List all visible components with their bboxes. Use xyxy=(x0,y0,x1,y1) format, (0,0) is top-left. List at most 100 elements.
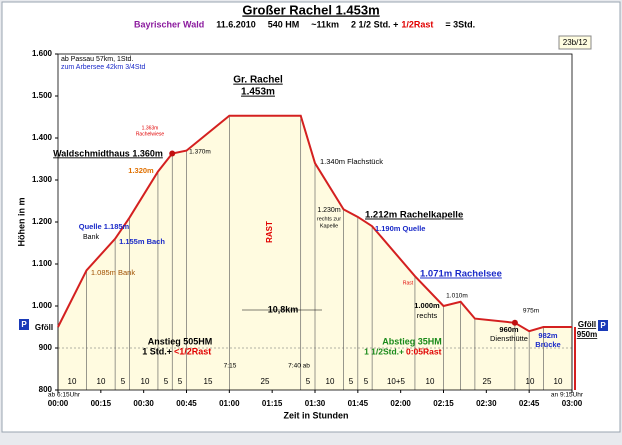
x-tick-label: 01:45 xyxy=(348,399,369,408)
badge: 23b/12 xyxy=(563,38,588,47)
annotation: P xyxy=(21,320,27,329)
annotation: 1 1/2Std.+ xyxy=(364,346,404,356)
annotation: 10,8km xyxy=(268,304,299,314)
info-line: zum Arbersee 42km 3/4Std xyxy=(61,64,146,71)
info-line: ab Passau 57km, 1Std. xyxy=(61,56,133,63)
annotation: 1.320m xyxy=(128,166,154,175)
parking-box xyxy=(19,319,29,330)
x-tick-label: 00:15 xyxy=(91,399,112,408)
subtitle-part: = 3Std. xyxy=(445,19,475,29)
x-tick-label: 00:00 xyxy=(48,399,69,408)
annotation: Waldschmidthaus 1.360m xyxy=(53,148,163,158)
annotation: Gr. Rachel xyxy=(233,75,283,86)
annotation: Gföll xyxy=(35,323,53,332)
x-tick-label: 01:15 xyxy=(262,399,283,408)
subtitle-part: ~11km xyxy=(311,19,339,29)
annotation: Rachelwiese xyxy=(136,131,165,137)
annotation: 1.010m xyxy=(446,293,468,300)
annotation: 950m xyxy=(577,330,597,339)
x-tick-label: 02:00 xyxy=(390,399,411,408)
annotation: Kapelle xyxy=(320,223,338,229)
segment-label: 5 xyxy=(178,377,183,386)
segment-label: 10 xyxy=(554,377,563,386)
waypoint xyxy=(169,150,176,157)
x-tick-label: 01:30 xyxy=(305,399,326,408)
annotation: 960m xyxy=(499,325,519,334)
y-tick-label: 1.500 xyxy=(32,91,53,100)
waypoint xyxy=(511,319,518,326)
annotation: <1/2Rast xyxy=(174,346,211,356)
annotation: 0:05Rast xyxy=(406,346,442,356)
annotation: 1.085m Bank xyxy=(91,268,135,277)
annotation: rechts xyxy=(417,311,438,320)
x-tick-label: 02:30 xyxy=(476,399,497,408)
y-tick-label: 1.600 xyxy=(32,49,53,58)
x-tick-label: 02:45 xyxy=(519,399,540,408)
segment-label: 5 xyxy=(306,377,311,386)
annotation: 1.000m xyxy=(414,301,440,310)
badge-box xyxy=(558,35,592,50)
segment-label: 25 xyxy=(483,377,492,386)
y-axis-label: Höhen in m xyxy=(16,198,26,247)
y-tick-label: 1.100 xyxy=(32,259,53,268)
annotation: P xyxy=(600,321,606,330)
annotation: 1.155m Bach xyxy=(119,237,165,246)
segment-label: 10 xyxy=(68,377,77,386)
annotation: 1.230m xyxy=(317,207,341,214)
x-tick-label: 01:00 xyxy=(219,399,240,408)
annotation: Brücke xyxy=(535,340,560,349)
x-axis-label: Zeit in Stunden xyxy=(284,410,349,420)
annotation: 1 Std.+ xyxy=(142,346,172,356)
segment-label: 15 xyxy=(204,377,213,386)
segment-label: 10 xyxy=(426,377,435,386)
annotation: 1.370m xyxy=(189,149,211,156)
time-label: 7:15 xyxy=(224,363,237,370)
segment-label: 10+5 xyxy=(387,377,406,386)
x-tick-label: 03:00 xyxy=(562,399,583,408)
subtitle-part: 1/2Rast xyxy=(401,19,433,29)
y-tick-label: 1.200 xyxy=(32,217,53,226)
chart-title: Großer Rachel 1.453m xyxy=(242,2,379,17)
subtitle-part: Bayrischer Wald xyxy=(134,19,204,29)
time-label: 7:40 ab xyxy=(288,363,310,370)
time-label: an 9:15Uhr xyxy=(551,392,584,399)
y-tick-label: 1.300 xyxy=(32,175,53,184)
annotation: Gföll xyxy=(578,320,596,329)
annotation: RAST xyxy=(265,221,274,243)
annotation: 1.212m Rachelkapelle xyxy=(365,210,463,221)
annotation: 982m xyxy=(538,331,558,340)
segment-label: 10 xyxy=(526,377,535,386)
parking-box xyxy=(598,320,608,331)
segment-label: 5 xyxy=(164,377,169,386)
segment-label: 10 xyxy=(326,377,335,386)
annotation: 1.340m Flachstück xyxy=(320,157,383,166)
segment-label: 25 xyxy=(261,377,270,386)
annotation: rechts zur xyxy=(317,216,341,222)
subtitle-part: 2 1/2 Std. + xyxy=(351,19,398,29)
annotation: Abstieg 35HM xyxy=(382,336,442,346)
segment-label: 5 xyxy=(349,377,354,386)
y-tick-label: 900 xyxy=(39,343,53,352)
segment-label: 5 xyxy=(364,377,369,386)
y-tick-label: 800 xyxy=(39,385,53,394)
time-label: ab 6:15Uhr xyxy=(48,392,81,399)
segment-label: 10 xyxy=(141,377,150,386)
annotation: Quelle 1.185m xyxy=(79,222,130,231)
annotation: 1.071m Rachelsee xyxy=(420,269,502,280)
annotation: 1.363m xyxy=(142,125,159,131)
segment-label: 5 xyxy=(121,377,126,386)
annotation: 1.190m Quelle xyxy=(375,224,425,233)
annotation: Anstieg 505HM xyxy=(148,336,213,346)
annotation: 975m xyxy=(523,308,539,315)
x-tick-label: 00:45 xyxy=(176,399,197,408)
profile-line xyxy=(57,114,572,333)
subtitle-part: 11.6.2010 xyxy=(216,19,256,29)
y-tick-label: 1.400 xyxy=(32,133,53,142)
annotation: Diensthütte xyxy=(490,334,528,343)
annotation: Rast xyxy=(403,280,414,286)
x-tick-label: 02:15 xyxy=(433,399,454,408)
annotation: 1.453m xyxy=(241,87,275,98)
subtitle-part: 540 HM xyxy=(268,19,300,29)
annotation: Bank xyxy=(83,234,99,241)
